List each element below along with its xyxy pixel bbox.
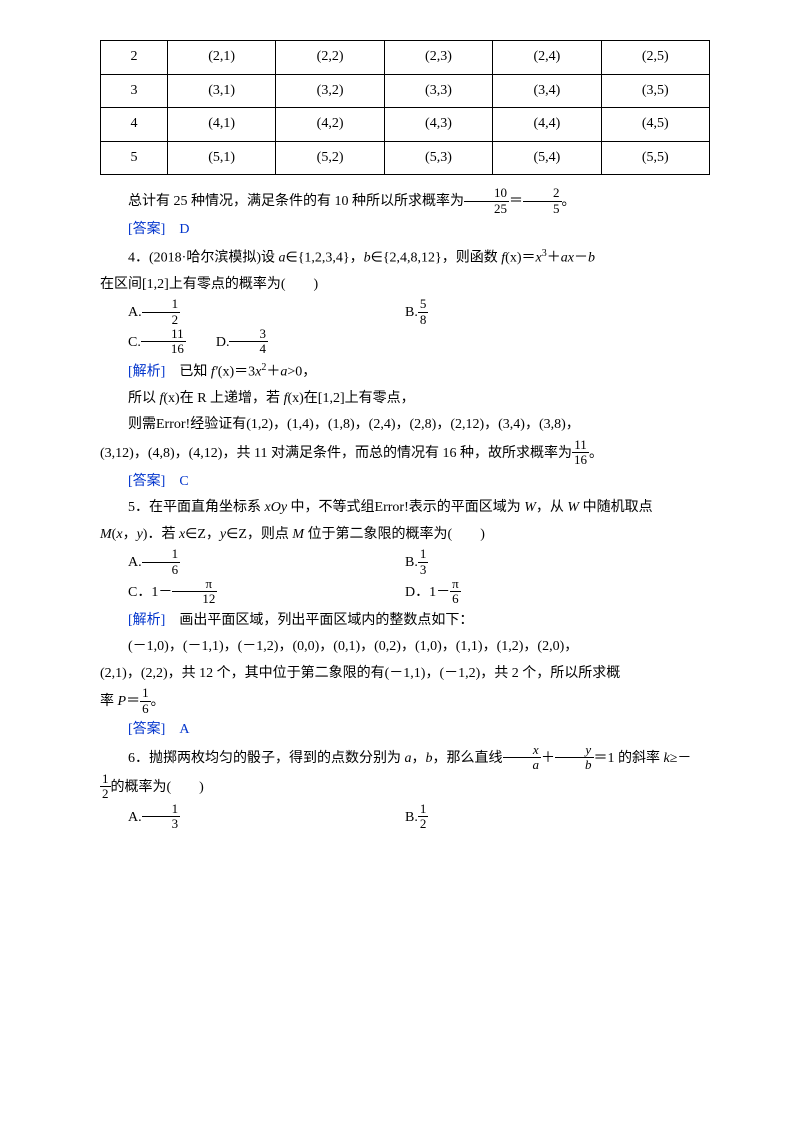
fraction: 1025 [464, 186, 509, 216]
table-cell: (2,5) [601, 41, 709, 75]
probability-table: 2 (2,1) (2,2) (2,3) (2,4) (2,5) 3 (3,1) … [100, 40, 710, 175]
fraction: 13 [142, 802, 181, 832]
table-cell: 3 [101, 74, 168, 108]
q4-stem-l2: 在区间[1,2]上有零点的概率为( ) [100, 272, 710, 299]
table-cell: (3,4) [493, 74, 601, 108]
table-cell: 2 [101, 41, 168, 75]
q5-option-a: A.16 [100, 548, 405, 578]
q4-answer: [答案] C [100, 469, 710, 496]
fraction: 13 [418, 547, 429, 577]
fraction: 34 [229, 327, 268, 357]
table-cell: 5 [101, 141, 168, 175]
table-cell: (4,2) [276, 108, 384, 142]
fraction: 12 [100, 772, 111, 802]
q4-options-ab: A.12 B.58 [100, 298, 710, 328]
table-cell: (5,2) [276, 141, 384, 175]
table-cell: (2,4) [493, 41, 601, 75]
q5-parse-l4: 率 P＝16。 [100, 687, 710, 717]
fraction: 1116 [141, 327, 186, 357]
q5-option-d: D．1－π6 [405, 578, 710, 608]
table-cell: 4 [101, 108, 168, 142]
table-cell: (5,5) [601, 141, 709, 175]
fraction: 58 [418, 297, 429, 327]
table-row: 5 (5,1) (5,2) (5,3) (5,4) (5,5) [101, 141, 710, 175]
table-cell: (2,3) [384, 41, 492, 75]
q5-stem-l1: 5．在平面直角坐标系 xOy 中，不等式组Error!表示的平面区域为 W，从 … [100, 495, 710, 522]
table-cell: (2,1) [167, 41, 275, 75]
fraction: 12 [418, 802, 429, 832]
q4-parse-l1: [解析] 已知 f′(x)＝3x2＋a>0， [100, 358, 710, 386]
table-cell: (5,4) [493, 141, 601, 175]
fraction: xa [503, 743, 542, 773]
fraction: 12 [142, 297, 181, 327]
q3-answer: [答案] D [100, 217, 710, 244]
fraction: 16 [140, 686, 151, 716]
q4-parse-l4: (3,12)，(4,8)，(4,12)，共 11 对满足条件，而总的情况有 16… [100, 439, 710, 469]
q6-option-a: A.13 [100, 803, 405, 833]
table-row: 3 (3,1) (3,2) (3,3) (3,4) (3,5) [101, 74, 710, 108]
fraction: 16 [142, 547, 181, 577]
fraction: 25 [523, 186, 562, 216]
q4-options-cd: C.1116D.34 [100, 328, 710, 358]
q6-stem-l1: 6．抛掷两枚均匀的骰子，得到的点数分别为 a，b，那么直线xa＋yb＝1 的斜率… [100, 744, 710, 774]
table-row: 4 (4,1) (4,2) (4,3) (4,4) (4,5) [101, 108, 710, 142]
q4-option-b: B.58 [405, 298, 710, 328]
table-cell: (4,1) [167, 108, 275, 142]
table-row: 2 (2,1) (2,2) (2,3) (2,4) (2,5) [101, 41, 710, 75]
table-cell: (5,1) [167, 141, 275, 175]
q3-summary: 总计有 25 种情况，满足条件的有 10 种所以所求概率为1025＝25。 [100, 187, 710, 217]
fraction: π12 [172, 577, 217, 607]
q5-options-cd: C．1－π12 D．1－π6 [100, 578, 710, 608]
q5-option-c: C．1－π12 [100, 578, 405, 608]
q5-parse-l3: (2,1)，(2,2)，共 12 个，其中位于第二象限的有(－1,1)，(－1,… [100, 661, 710, 688]
table-cell: (4,4) [493, 108, 601, 142]
fraction: 1116 [572, 438, 589, 468]
q6-options-ab: A.13 B.12 [100, 803, 710, 833]
q5-answer: [答案] A [100, 717, 710, 744]
q6-stem-l2: 12的概率为( ) [100, 773, 710, 803]
q5-options-ab: A.16 B.13 [100, 548, 710, 578]
q4-stem: 4．(2018·哈尔滨模拟)设 a∈{1,2,3,4}，b∈{2,4,8,12}… [100, 244, 710, 272]
q5-parse-l2: (－1,0)，(－1,1)，(－1,2)，(0,0)，(0,1)，(0,2)，(… [100, 634, 710, 661]
table-cell: (4,5) [601, 108, 709, 142]
table-cell: (4,3) [384, 108, 492, 142]
table-cell: (3,2) [276, 74, 384, 108]
q5-option-b: B.13 [405, 548, 710, 578]
q5-stem-l2: M(x，y)．若 x∈Z，y∈Z，则点 M 位于第二象限的概率为( ) [100, 522, 710, 549]
q5-parse-l1: [解析] 画出平面区域，列出平面区域内的整数点如下： [100, 608, 710, 635]
q4-parse-l2: 所以 f(x)在 R 上递增，若 f(x)在[1,2]上有零点， [100, 386, 710, 413]
q4-option-a: A.12 [100, 298, 405, 328]
table-cell: (3,1) [167, 74, 275, 108]
table-cell: (2,2) [276, 41, 384, 75]
fraction: yb [555, 743, 594, 773]
table-cell: (5,3) [384, 141, 492, 175]
fraction: π6 [450, 577, 461, 607]
table-cell: (3,5) [601, 74, 709, 108]
q4-parse-l3: 则需Error!经验证有(1,2)，(1,4)，(1,8)，(2,4)，(2,8… [100, 412, 710, 439]
table-cell: (3,3) [384, 74, 492, 108]
q6-option-b: B.12 [405, 803, 710, 833]
